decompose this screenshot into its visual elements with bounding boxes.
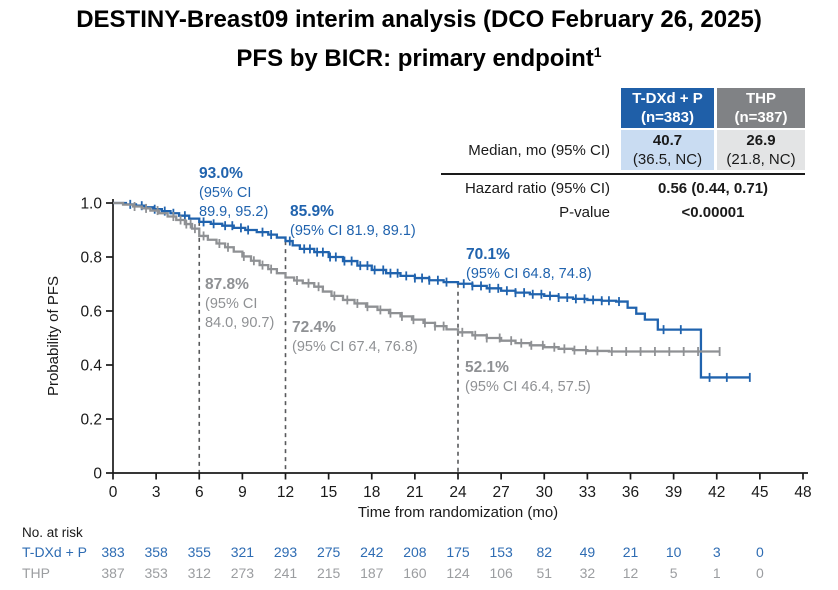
annotation-thp-12mo: 72.4% bbox=[292, 319, 336, 336]
risk-value-thp: 124 bbox=[446, 565, 470, 581]
title-line-2: PFS by BICR: primary endpoint1 bbox=[236, 44, 602, 72]
risk-table-title: No. at risk bbox=[22, 525, 83, 540]
risk-value-t-dxd-p: 10 bbox=[666, 544, 682, 560]
risk-value-t-dxd-p: 355 bbox=[188, 544, 212, 560]
risk-value-t-dxd-p: 383 bbox=[101, 544, 125, 560]
x-tick-label: 48 bbox=[794, 484, 811, 501]
risk-value-thp: 106 bbox=[489, 565, 513, 581]
hazard-ratio-label: Hazard ratio (95% CI) bbox=[464, 180, 610, 197]
risk-value-t-dxd-p: 153 bbox=[489, 544, 513, 560]
risk-value-thp: 187 bbox=[360, 565, 384, 581]
x-tick-label: 0 bbox=[109, 484, 118, 501]
risk-value-thp: 215 bbox=[317, 565, 341, 581]
x-tick-label: 42 bbox=[708, 484, 725, 501]
x-tick-label: 30 bbox=[536, 484, 554, 501]
x-axis-title: Time from randomization (mo) bbox=[358, 504, 558, 521]
risk-value-t-dxd-p: 82 bbox=[536, 544, 552, 560]
risk-value-thp: 273 bbox=[231, 565, 255, 581]
risk-value-t-dxd-p: 321 bbox=[231, 544, 255, 560]
annotation-ci-t-dxd-p-6mo: (95% CI bbox=[199, 185, 251, 201]
x-tick-label: 45 bbox=[751, 484, 768, 501]
risk-row-label-thp: THP bbox=[22, 565, 50, 581]
annotation-ci-t-dxd-p-6mo: 89.9, 95.2) bbox=[199, 204, 268, 220]
y-tick-label: 0.2 bbox=[80, 412, 102, 429]
y-tick-label: 1.0 bbox=[80, 196, 102, 213]
y-tick-label: 0 bbox=[93, 466, 102, 483]
risk-value-t-dxd-p: 0 bbox=[756, 544, 764, 560]
title-line-1: DESTINY-Breast09 interim analysis (DCO F… bbox=[76, 6, 762, 33]
y-tick-label: 0.8 bbox=[80, 250, 102, 267]
median-row-label: Median, mo (95% CI) bbox=[468, 141, 610, 159]
median-cell-tdxd-p: 40.7 (36.5, NC) bbox=[621, 130, 714, 170]
risk-value-thp: 0 bbox=[756, 565, 764, 581]
km-curve-t-dxd-p bbox=[113, 201, 750, 379]
annotation-t-dxd-p-12mo: 85.9% bbox=[290, 203, 334, 220]
x-tick-label: 33 bbox=[579, 484, 596, 501]
hazard-ratio-value: 0.56 (0.44, 0.71) bbox=[657, 180, 769, 197]
risk-value-thp: 32 bbox=[580, 565, 596, 581]
risk-value-thp: 1 bbox=[713, 565, 721, 581]
summary-table-corner bbox=[441, 88, 618, 128]
annotation-thp-24mo: 52.1% bbox=[465, 359, 509, 376]
annotation-ci-thp-6mo: 84.0, 90.7) bbox=[205, 315, 274, 331]
risk-value-t-dxd-p: 175 bbox=[446, 544, 470, 560]
x-tick-label: 39 bbox=[665, 484, 682, 501]
risk-value-t-dxd-p: 208 bbox=[403, 544, 427, 560]
title-footnote-marker: 1 bbox=[593, 44, 602, 60]
risk-value-thp: 241 bbox=[274, 565, 298, 581]
risk-value-t-dxd-p: 3 bbox=[713, 544, 721, 560]
slide-title: DESTINY-Breast09 interim analysis (DCO F… bbox=[0, 4, 838, 75]
y-tick-label: 0.6 bbox=[80, 304, 102, 321]
annotation-ci-thp-6mo: (95% CI bbox=[205, 296, 257, 312]
y-tick-label: 0.4 bbox=[80, 358, 102, 375]
x-tick-label: 6 bbox=[195, 484, 204, 501]
pvalue-label: P-value bbox=[559, 204, 610, 221]
risk-value-thp: 312 bbox=[188, 565, 212, 581]
x-tick-label: 21 bbox=[406, 484, 423, 501]
x-tick-label: 3 bbox=[152, 484, 161, 501]
x-tick-label: 12 bbox=[277, 484, 294, 501]
column-header-thp: THP (n=387) bbox=[717, 88, 805, 128]
risk-value-t-dxd-p: 49 bbox=[580, 544, 596, 560]
median-cell-thp: 26.9 (21.8, NC) bbox=[717, 130, 805, 170]
annotation-ci-thp-24mo: (95% CI 46.4, 57.5) bbox=[465, 379, 591, 395]
risk-value-thp: 12 bbox=[623, 565, 639, 581]
x-tick-label: 27 bbox=[493, 484, 510, 501]
risk-value-thp: 353 bbox=[144, 565, 168, 581]
x-tick-label: 36 bbox=[622, 484, 639, 501]
x-tick-label: 15 bbox=[320, 484, 337, 501]
risk-value-thp: 387 bbox=[101, 565, 125, 581]
x-tick-label: 24 bbox=[449, 484, 467, 501]
annotation-t-dxd-p-6mo: 93.0% bbox=[199, 165, 243, 182]
x-tick-label: 9 bbox=[238, 484, 247, 501]
annotation-ci-t-dxd-p-12mo: (95% CI 81.9, 89.1) bbox=[290, 223, 416, 239]
risk-value-thp: 51 bbox=[536, 565, 552, 581]
x-tick-label: 18 bbox=[363, 484, 380, 501]
risk-row-label-t-dxd-p: T-DXd + P bbox=[22, 544, 87, 560]
annotation-t-dxd-p-24mo: 70.1% bbox=[466, 246, 510, 263]
risk-value-thp: 5 bbox=[670, 565, 678, 581]
column-header-tdxd-p: T-DXd + P (n=383) bbox=[621, 88, 714, 128]
risk-value-thp: 160 bbox=[403, 565, 427, 581]
summary-table-divider bbox=[441, 173, 805, 175]
annotation-ci-t-dxd-p-24mo: (95% CI 64.8, 74.8) bbox=[466, 266, 592, 282]
risk-value-t-dxd-p: 242 bbox=[360, 544, 384, 560]
annotation-ci-thp-12mo: (95% CI 67.4, 76.8) bbox=[292, 339, 418, 355]
risk-value-t-dxd-p: 275 bbox=[317, 544, 341, 560]
summary-table: T-DXd + P (n=383) THP (n=387) Median, mo… bbox=[441, 88, 805, 223]
risk-value-t-dxd-p: 293 bbox=[274, 544, 298, 560]
pvalue-value: <0.00001 bbox=[681, 204, 745, 221]
risk-value-t-dxd-p: 358 bbox=[144, 544, 168, 560]
y-axis-title: Probability of PFS bbox=[45, 276, 62, 396]
risk-value-t-dxd-p: 21 bbox=[623, 544, 639, 560]
annotation-thp-6mo: 87.8% bbox=[205, 276, 249, 293]
